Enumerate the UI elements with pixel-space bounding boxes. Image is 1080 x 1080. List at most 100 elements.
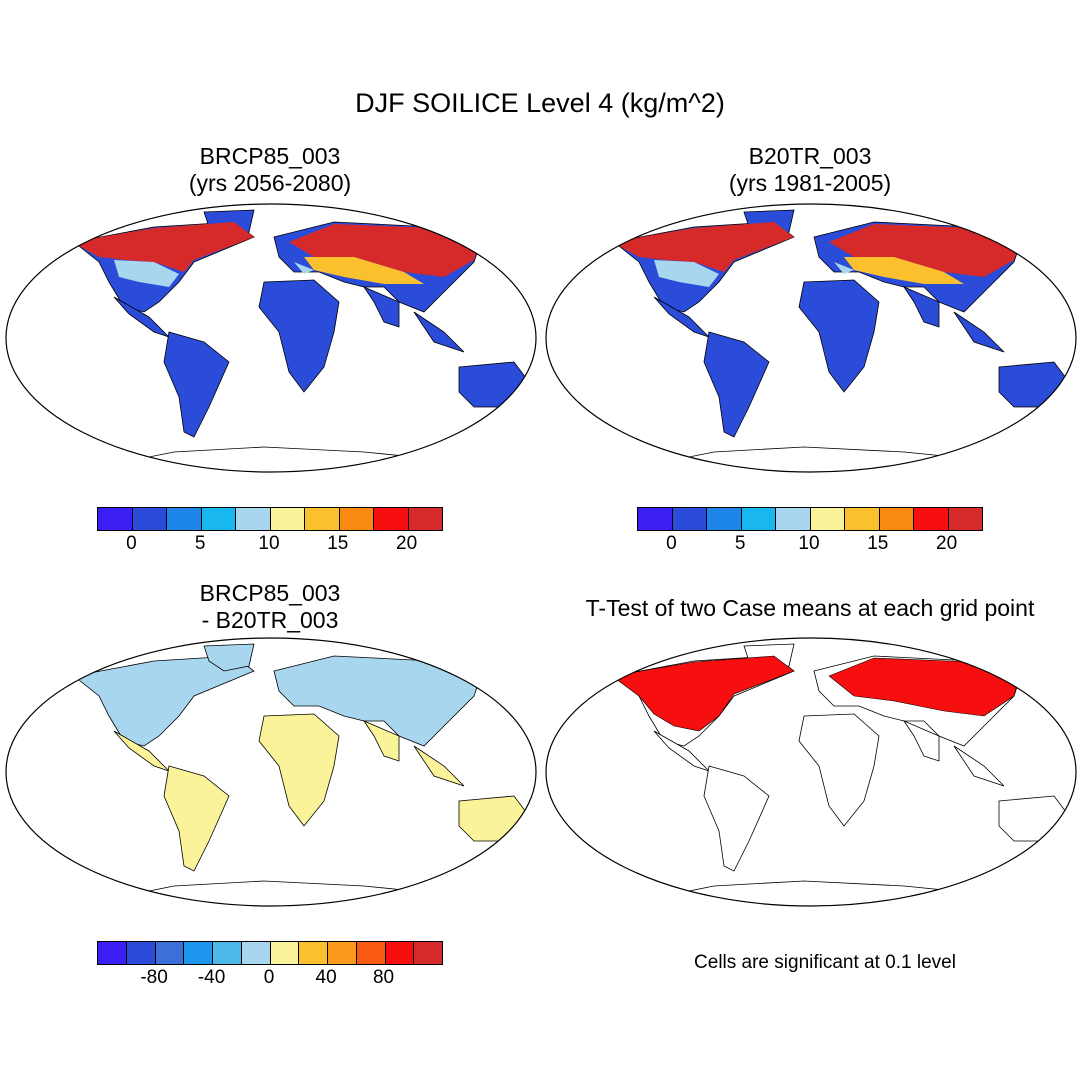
colorbar-swatch xyxy=(672,508,707,530)
colorbar-swatch xyxy=(810,508,845,530)
central-america xyxy=(653,730,710,772)
north-america-significant-region xyxy=(611,655,795,732)
colorbar-case1 xyxy=(97,507,443,531)
ttest-note: Cells are significant at 0.1 level xyxy=(694,952,956,973)
colorbar-swatch xyxy=(385,942,415,964)
colorbar-ticks-case2: 0 5 10 15 20 xyxy=(637,533,981,557)
eurasia-significant-region xyxy=(828,657,1023,717)
tick-label: 15 xyxy=(327,533,349,554)
land-base xyxy=(73,643,530,906)
south-asia xyxy=(362,286,400,328)
north-america-cold-zone xyxy=(612,222,794,272)
south-america xyxy=(163,765,230,872)
south-america xyxy=(703,331,770,438)
colorbar-swatch xyxy=(201,508,236,530)
colorbar-swatch xyxy=(328,942,357,964)
colorbar-swatch xyxy=(155,942,185,964)
map-diff xyxy=(5,637,537,907)
colorbar-swatch xyxy=(299,942,328,964)
panel-title-ttest: T-Test of two Case means at each grid po… xyxy=(545,595,1075,622)
colorbar-swatch xyxy=(213,942,242,964)
eurasia-cold-zone xyxy=(289,224,482,277)
south-america xyxy=(163,331,230,438)
tick-label: -40 xyxy=(197,967,226,988)
southeast-asia xyxy=(953,311,1005,353)
australia xyxy=(458,795,530,842)
colorbar-swatch xyxy=(776,508,811,530)
figure-title: DJF SOILICE Level 4 (kg/m^2) xyxy=(355,88,725,118)
map-case2 xyxy=(545,203,1077,473)
panel-title-line: B20TR_003 xyxy=(748,143,872,169)
colorbar-swatch xyxy=(339,508,374,530)
colorbar-swatch xyxy=(184,942,213,964)
tick-label: 5 xyxy=(194,533,206,554)
colorbar-swatch xyxy=(914,508,949,530)
colorbar-swatch xyxy=(126,942,156,964)
map-ttest xyxy=(545,637,1077,907)
panel-title-case1: BRCP85_003 (yrs 2056-2080) xyxy=(120,143,420,197)
south-asia xyxy=(902,286,940,328)
colorbar-swatch xyxy=(374,508,409,530)
panel-title-diff: BRCP85_003 - B20TR_003 xyxy=(120,580,420,634)
colorbar-diff xyxy=(97,941,443,965)
panel-title-line: - B20TR_003 xyxy=(201,607,339,633)
australia xyxy=(998,361,1070,408)
north-america-cool-zone xyxy=(654,260,719,287)
north-america-cool-zone xyxy=(114,260,179,287)
colorbar-ticks-case1: 0 5 10 15 20 xyxy=(97,533,441,557)
colorbar-case2 xyxy=(637,507,983,531)
tick-label: 40 xyxy=(315,967,337,988)
tick-label: -80 xyxy=(140,967,168,988)
colorbar-swatch xyxy=(845,508,880,530)
colorbar-swatch xyxy=(707,508,742,530)
colorbar-swatch xyxy=(408,508,442,530)
colorbar-swatch xyxy=(270,508,305,530)
tick-label: 20 xyxy=(396,533,418,554)
tick-label: 20 xyxy=(936,533,958,554)
colorbar-swatch xyxy=(98,508,133,530)
colorbar-swatch xyxy=(879,508,914,530)
north-america-cold-zone xyxy=(72,222,254,272)
africa xyxy=(798,713,880,827)
southeast-asia xyxy=(413,311,465,353)
colorbar-swatch xyxy=(741,508,776,530)
australia xyxy=(458,361,530,408)
tick-label: 80 xyxy=(372,967,395,988)
tick-label: 0 xyxy=(126,533,137,554)
europe-cool-zone xyxy=(294,262,314,274)
colorbar-swatch xyxy=(167,508,202,530)
tick-label: 5 xyxy=(734,533,746,554)
colorbar-swatch xyxy=(356,942,386,964)
colorbar-swatch xyxy=(132,508,167,530)
central-america xyxy=(113,296,170,338)
europe-cool-zone xyxy=(834,262,854,274)
panel-title-case2: B20TR_003 (yrs 1981-2005) xyxy=(660,143,960,197)
tick-label: 15 xyxy=(867,533,889,554)
southeast-asia xyxy=(953,745,1005,787)
colorbar-swatch xyxy=(414,942,442,964)
australia xyxy=(998,795,1070,842)
panel-title-line: (yrs 2056-2080) xyxy=(188,170,352,196)
southeast-asia xyxy=(413,745,465,787)
colorbar-swatch xyxy=(948,508,982,530)
tick-label: 0 xyxy=(666,533,677,554)
colorbar-swatch xyxy=(98,942,127,964)
south-america xyxy=(703,765,770,872)
colorbar-swatch xyxy=(236,508,271,530)
eurasia-mid-zone xyxy=(844,257,964,284)
south-asia xyxy=(902,720,940,762)
colorbar-swatch xyxy=(305,508,340,530)
map-case1 xyxy=(5,203,537,473)
africa xyxy=(798,279,880,393)
panel-title-line: T-Test of two Case means at each grid po… xyxy=(585,595,1035,621)
south-asia xyxy=(362,720,400,762)
colorbar-swatch xyxy=(638,508,673,530)
africa xyxy=(258,279,340,393)
panel-title-line: BRCP85_003 xyxy=(199,580,341,606)
panel-title-line: (yrs 1981-2005) xyxy=(728,170,892,196)
tick-label: 10 xyxy=(798,533,820,554)
colorbar-ticks-diff: -80 -40 0 40 80 xyxy=(97,967,441,991)
greenland xyxy=(203,643,255,672)
panel-title-line: BRCP85_003 xyxy=(199,143,341,169)
central-america xyxy=(113,730,170,772)
